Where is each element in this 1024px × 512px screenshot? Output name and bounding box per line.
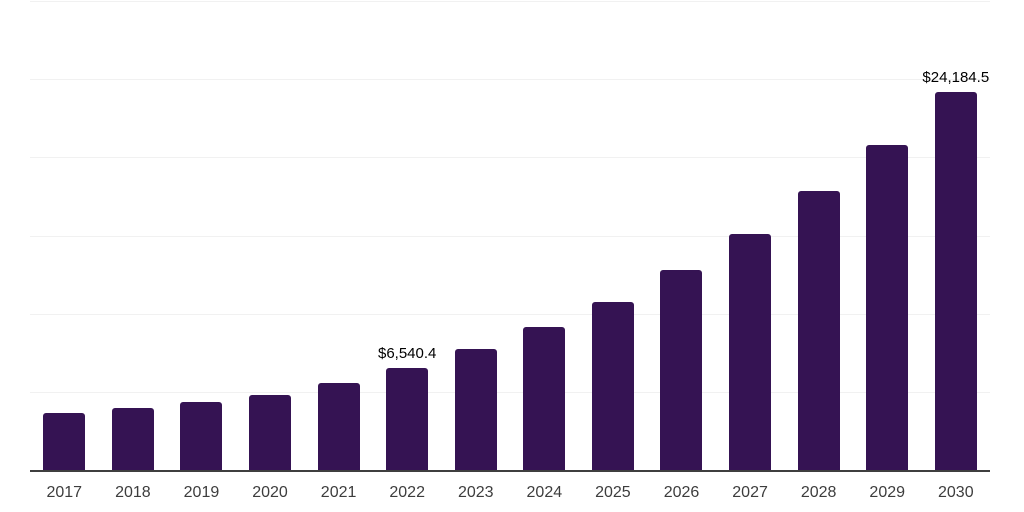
bar [317,382,360,470]
gridline [30,391,990,393]
x-axis: 2017 2018 2019 2020 2021 2022 2023 2024 2025 2026… [30,484,990,502]
gridline [30,313,990,315]
x-axis-tick-label: 2022 [389,484,425,501]
bar-group [236,1,305,470]
x-axis-tick-label: 2019 [183,484,220,501]
bar-group [510,1,579,470]
bar-group [304,1,373,470]
x-axis-tick-label: 2020 [252,484,288,501]
bar [386,367,429,470]
gridline [30,1,990,2]
x-axis-tick-label: 2024 [526,484,563,501]
x-axis-tick-label: 2017 [46,484,83,501]
bar-group [647,1,716,470]
bar-group [30,1,99,470]
bar-group: $6,540.4 [373,1,442,470]
bar-group [167,1,236,470]
bar [43,412,86,470]
x-axis-tick-label: 2025 [595,484,631,501]
bar [660,269,703,470]
x-axis-tick-label: 2028 [800,484,837,501]
gridline [30,79,990,81]
bar-value-label: $6,540.4 [377,344,437,362]
x-axis-tick-label: 2027 [732,484,768,501]
x-axis-tick-label: 2023 [457,484,494,501]
bar [523,326,566,470]
bar-group [441,1,510,470]
bar [591,301,634,470]
bar-group [716,1,785,470]
bar-value-label: $24,184.5 [922,68,990,86]
bar-group [784,1,853,470]
bar [180,402,223,470]
bar [111,407,154,470]
bar-group [853,1,922,470]
bar [797,190,840,470]
bar [729,233,772,470]
bar-group [99,1,168,470]
bar-group [579,1,648,470]
plot-area: $6,540.4 $24,184.5 [30,1,990,472]
bar [934,91,977,470]
x-axis-tick-label: 2030 [938,484,974,501]
x-axis-tick-label: 2029 [869,484,906,501]
gridline [30,157,990,159]
bars-container: $6,540.4 $24,184.5 [30,1,990,470]
bar [866,144,909,470]
bar [454,349,497,470]
x-axis-tick-label: 2021 [320,484,357,501]
gridline [30,235,990,237]
x-axis-tick-label: 2026 [663,484,700,501]
bar [249,394,292,470]
bar-group: $24,184.5 [922,1,991,470]
x-axis-tick-label: 2018 [115,484,151,501]
